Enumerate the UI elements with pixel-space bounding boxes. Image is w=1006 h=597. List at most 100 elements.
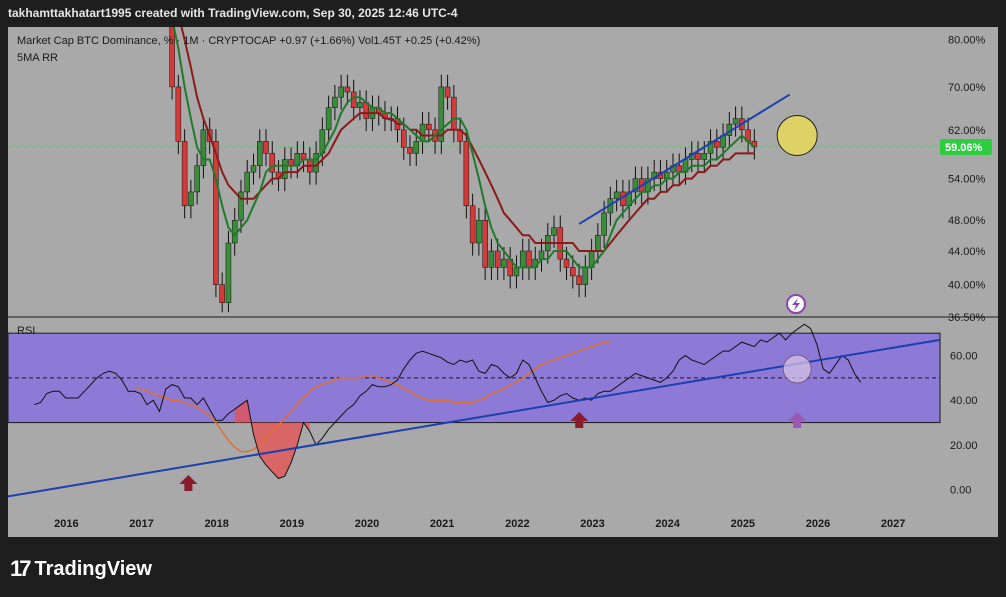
year-tick-label: 2021 bbox=[430, 518, 454, 530]
candle-body bbox=[494, 250, 501, 268]
candle-body bbox=[325, 107, 332, 131]
candle-body bbox=[476, 219, 482, 244]
rsi-highlight-circle bbox=[782, 354, 812, 384]
candle-body bbox=[282, 159, 288, 179]
legend-rsi-label: RSI bbox=[17, 325, 36, 337]
price-tick-label: 80.00% bbox=[948, 35, 986, 47]
candle-body bbox=[469, 205, 476, 244]
ma-slow-line bbox=[180, 27, 755, 252]
candle-body bbox=[200, 129, 207, 167]
candle-body bbox=[519, 250, 526, 268]
candle-body bbox=[169, 27, 175, 88]
candle-body bbox=[181, 141, 188, 207]
lightning-bolt-icon bbox=[792, 298, 800, 311]
candle-body bbox=[213, 141, 219, 285]
year-tick-label: 2016 bbox=[54, 518, 78, 530]
year-tick-label: 2026 bbox=[806, 518, 830, 530]
tradingview-logo: 17 TradingView bbox=[10, 556, 152, 582]
rsi-tick-label: 60.00 bbox=[950, 351, 978, 363]
candle-body bbox=[714, 141, 720, 148]
candle-body bbox=[463, 141, 470, 207]
candle-body bbox=[513, 267, 520, 277]
chart-area[interactable]: 80.00% 70.00% 62.00% 54.00% 48.00% 44.00% 40.0… bbox=[8, 27, 998, 537]
price-tick-label: 44.00% bbox=[948, 246, 986, 258]
candle-body bbox=[357, 102, 363, 108]
candle-body bbox=[344, 86, 351, 93]
candle-body bbox=[407, 147, 413, 154]
candle-body bbox=[551, 227, 557, 236]
rsi-line bbox=[34, 323, 862, 480]
candle-body bbox=[332, 96, 338, 108]
legend-title: Market Cap BTC Dominance, % · 1M · CRYPT… bbox=[17, 35, 481, 47]
year-tick-label: 2019 bbox=[280, 518, 304, 530]
candle-body bbox=[707, 141, 714, 154]
candle-body bbox=[695, 153, 701, 160]
price-highlight-circle bbox=[776, 115, 818, 157]
candle-body bbox=[438, 86, 445, 142]
year-tick-label: 2027 bbox=[881, 518, 905, 530]
up-arrow-icon bbox=[570, 412, 589, 428]
last-price-badge bbox=[940, 138, 992, 155]
price-tick-label: 40.00% bbox=[948, 280, 986, 292]
up-arrow-icon bbox=[179, 475, 198, 491]
year-tick-label: 2025 bbox=[731, 518, 755, 530]
year-tick-label: 2024 bbox=[655, 518, 680, 530]
candle-body bbox=[444, 86, 451, 98]
candle-body bbox=[570, 267, 576, 277]
candle-body bbox=[451, 96, 457, 131]
year-tick-label: 2022 bbox=[505, 518, 529, 530]
candle-body bbox=[401, 129, 407, 148]
candle-body bbox=[582, 267, 589, 285]
candle-body bbox=[250, 165, 257, 173]
candle-body bbox=[595, 235, 601, 252]
candle-body bbox=[538, 250, 545, 260]
year-tick-label: 2018 bbox=[204, 518, 228, 530]
price-tick-label: 62.00% bbox=[948, 125, 986, 137]
rsi-tick-label: 0.00 bbox=[950, 485, 971, 497]
candle-body bbox=[426, 123, 432, 131]
candle-body bbox=[576, 275, 582, 285]
price-tick-label: 54.00% bbox=[948, 174, 986, 186]
candle-body bbox=[613, 191, 620, 200]
candle-body bbox=[219, 284, 225, 304]
ma-fast-line bbox=[172, 27, 756, 269]
candle-body bbox=[488, 250, 495, 268]
chart-canvas[interactable]: 80.00% 70.00% 62.00% 54.00% 48.00% 44.00% 40.0… bbox=[8, 27, 998, 537]
chart-attribution: takhamttakhatart1995 created with Tradin… bbox=[8, 6, 458, 20]
candle-body bbox=[601, 212, 607, 236]
last-price-label: 59.06% bbox=[945, 142, 983, 154]
price-tick-label: 48.00% bbox=[948, 215, 986, 227]
candle-body bbox=[238, 191, 244, 221]
legend-ma-label: 5MA RR bbox=[17, 52, 58, 64]
candle-body bbox=[269, 153, 276, 173]
price-tick-label: 70.00% bbox=[948, 82, 986, 94]
candle-body bbox=[188, 191, 194, 207]
candle-body bbox=[526, 250, 532, 268]
candle-body bbox=[257, 141, 263, 167]
tradingview-wordmark: TradingView bbox=[34, 557, 152, 580]
candle-body bbox=[338, 86, 344, 98]
candle-body bbox=[194, 165, 200, 193]
rsi-tick-label: 40.00 bbox=[950, 395, 978, 407]
tradingview-logo-icon: 17 bbox=[10, 556, 32, 581]
candle-body bbox=[413, 141, 420, 154]
candle-body bbox=[244, 171, 250, 193]
candle-body bbox=[482, 219, 488, 268]
candle-body bbox=[501, 258, 507, 268]
candle-body bbox=[632, 178, 639, 193]
candle-body bbox=[732, 118, 739, 125]
rsi-oversold-fill bbox=[234, 400, 310, 479]
rsi-signal-line bbox=[134, 341, 611, 453]
price-trendline bbox=[578, 93, 791, 225]
candle-body bbox=[225, 242, 232, 304]
candle-body bbox=[175, 86, 182, 142]
year-tick-label: 2023 bbox=[580, 518, 604, 530]
year-tick-label: 2020 bbox=[355, 518, 379, 530]
rsi-tick-label: 20.00 bbox=[950, 440, 978, 452]
candle-body bbox=[563, 258, 570, 268]
up-arrow-icon bbox=[788, 412, 807, 428]
price-tick-label: 36.50% bbox=[948, 312, 986, 324]
year-tick-label: 2017 bbox=[129, 518, 153, 530]
candle-body bbox=[263, 141, 269, 154]
candle-body bbox=[701, 153, 708, 160]
